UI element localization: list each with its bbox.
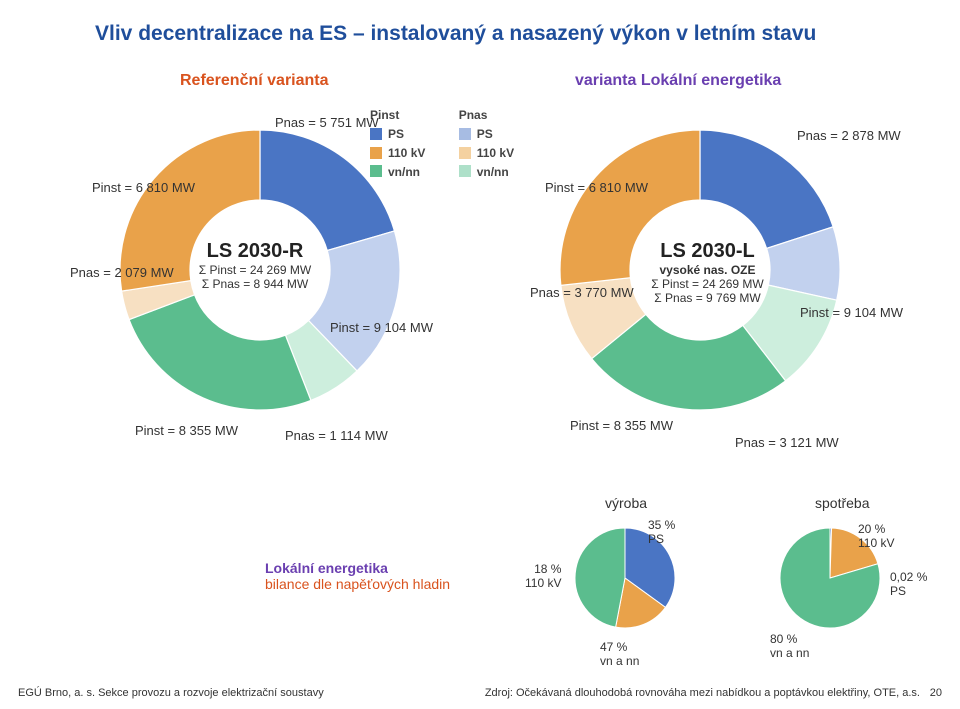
ann-r-topL: Pinst = 6 810 MW xyxy=(545,180,648,195)
donut-left-line1: Σ Pinst = 24 269 MW xyxy=(180,263,330,277)
pie-head-vyroba: výroba xyxy=(605,495,647,511)
donut-right-line2: Σ Pnas = 9 769 MW xyxy=(625,291,790,305)
legend-label-vnnn2: vn/nn xyxy=(477,164,509,178)
swatch-110-nas xyxy=(459,147,471,159)
ann-r-right: Pinst = 9 104 MW xyxy=(800,305,903,320)
page-number: 20 xyxy=(930,687,942,699)
ann-l-botC: Pnas = 1 114 MW xyxy=(285,428,388,443)
pie-head-spotreba: spotřeba xyxy=(815,495,869,511)
ann-l-left: Pnas = 2 079 MW xyxy=(70,265,174,280)
legend-row-ps2: PS xyxy=(459,126,514,141)
footer: EGÚ Brno, a. s. Sekce provozu a rozvoje … xyxy=(18,687,324,699)
balance-label: Lokální energetika bilance dle napěťovýc… xyxy=(265,560,450,592)
donut-left-line2: Σ Pnas = 8 944 MW xyxy=(180,277,330,291)
subtitle-reference: Referenční varianta xyxy=(180,72,329,90)
ann-r-topR: Pnas = 2 878 MW xyxy=(797,128,901,143)
legend-col-nas: Pnas PS 110 kV vn/nn xyxy=(459,108,514,182)
legend-row-vnnn2: vn/nn xyxy=(459,164,514,179)
ann-l-topL: Pinst = 6 810 MW xyxy=(92,180,195,195)
balance-label-1: Lokální energetika xyxy=(265,560,450,576)
legend-label-1102: 110 kV xyxy=(477,146,514,160)
donut-right-title: LS 2030-L xyxy=(625,240,790,263)
donut-right-line1: Σ Pinst = 24 269 MW xyxy=(625,277,790,291)
ann-r-botL: Pinst = 8 355 MW xyxy=(570,418,673,433)
pv-left: 18 %110 kV xyxy=(525,562,561,590)
ann-r-botC: Pnas = 3 121 MW xyxy=(735,435,839,450)
subtitle-local: varianta Lokální energetika xyxy=(575,72,781,90)
ps-bot: 80 %vn a nn xyxy=(770,632,809,660)
balance-label-2: bilance dle napěťových hladin xyxy=(265,576,450,592)
ps-top: 20 %110 kV xyxy=(858,522,894,550)
ann-l-botL: Pinst = 8 355 MW xyxy=(135,423,238,438)
source: Zdroj: Očekávaná dlouhodobá rovnováha me… xyxy=(485,687,920,699)
legend-head-nas: Pnas xyxy=(459,108,514,122)
legend-label-ps2: PS xyxy=(477,127,493,141)
swatch-vnnn-nas xyxy=(459,165,471,177)
swatch-ps-nas xyxy=(459,128,471,140)
pv-top: 35 %PS xyxy=(648,518,675,546)
ann-l-right: Pinst = 9 104 MW xyxy=(330,320,433,335)
ps-right: 0,02 %PS xyxy=(890,570,927,598)
pv-bot: 47 %vn a nn xyxy=(600,640,639,668)
ann-l-topR: Pnas = 5 751 MW xyxy=(275,115,379,130)
donut-left-title: LS 2030-R xyxy=(180,240,330,263)
donut-left-center: LS 2030-R Σ Pinst = 24 269 MW Σ Pnas = 8… xyxy=(180,240,330,291)
legend-row-1102: 110 kV xyxy=(459,145,514,160)
ann-r-left: Pnas = 3 770 MW xyxy=(530,285,634,300)
page-title: Vliv decentralizace na ES – instalovaný … xyxy=(95,22,816,46)
donut-right-center: LS 2030-L vysoké nas. OZE Σ Pinst = 24 2… xyxy=(625,240,790,305)
donut-right-sub: vysoké nas. OZE xyxy=(625,263,790,277)
